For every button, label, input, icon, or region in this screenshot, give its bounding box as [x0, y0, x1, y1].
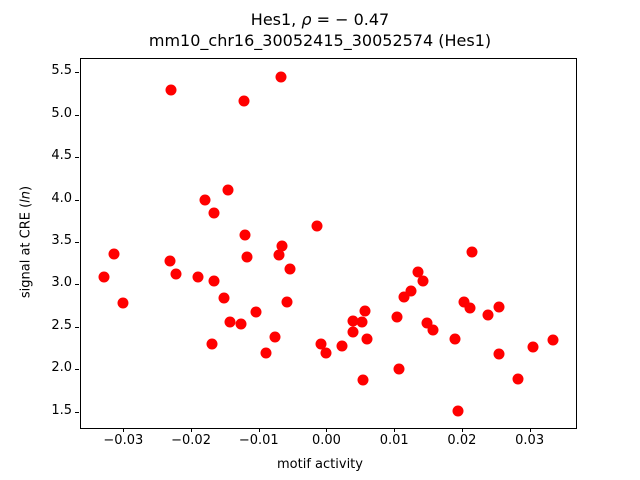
chart-title-block: Hes1, ρ = − 0.47 mm10_chr16_30052415_300… [0, 9, 640, 51]
scatter-point [347, 315, 359, 327]
scatter-point [165, 84, 177, 96]
scatter-point [222, 184, 234, 196]
scatter-point [421, 317, 433, 329]
scatter-point [192, 271, 204, 283]
scatter-point [284, 263, 296, 275]
scatter-point [398, 291, 410, 303]
rho-symbol: ρ [301, 10, 312, 29]
scatter-point [269, 331, 281, 343]
scatter-point [224, 316, 236, 328]
scatter-point [117, 297, 129, 309]
y-tick-label: 3.0 [51, 275, 72, 291]
scatter-point [276, 240, 288, 252]
y-tick-label: 5.0 [51, 105, 72, 121]
scatter-point [108, 248, 119, 260]
x-tick-mark [461, 428, 463, 432]
x-tick-label: 0.02 [447, 433, 477, 448]
x-tick-mark [529, 428, 531, 432]
y-tick-label: 4.0 [51, 190, 72, 206]
scatter-point [405, 285, 417, 297]
scatter-point [281, 296, 293, 308]
scatter-point [315, 338, 327, 350]
scatter-point [464, 302, 476, 314]
scatter-point [412, 266, 424, 278]
chart-subtitle: mm10_chr16_30052415_30052574 (Hes1) [148, 31, 492, 50]
x-tick-label: 0.01 [379, 433, 409, 448]
scatter-point [206, 338, 218, 350]
scatter-point [320, 347, 332, 358]
scatter-point [449, 333, 461, 345]
scatter-point [275, 71, 287, 83]
y-tick-mark [75, 326, 79, 328]
scatter-point [170, 268, 182, 280]
scatter-point [391, 311, 403, 323]
x-axis-label: motif activity [277, 457, 363, 472]
y-tick-mark [75, 199, 79, 201]
scatter-point [336, 340, 348, 352]
scatter-point [417, 275, 429, 287]
y-tick-label: 4.5 [51, 148, 72, 164]
scatter-point [208, 275, 220, 287]
scatter-point [512, 373, 524, 385]
plot-area [80, 58, 577, 429]
y-tick-mark [75, 242, 79, 244]
y-tick-mark [75, 72, 79, 74]
x-tick-mark [258, 428, 260, 432]
scatter-point [361, 333, 373, 345]
scatter-point [164, 255, 176, 267]
y-tick-label: 2.5 [51, 317, 72, 333]
y-tick-label: 3.5 [51, 233, 72, 249]
scatter-point [311, 220, 323, 232]
scatter-point [427, 324, 439, 336]
title-prefix: Hes1, [250, 10, 302, 29]
y-tick-mark [75, 369, 79, 371]
x-tick-label: −0.03 [103, 433, 144, 448]
scatter-point [466, 246, 478, 258]
scatter-point [260, 347, 272, 359]
y-tick-mark [75, 284, 79, 286]
x-tick-mark [191, 428, 193, 432]
scatter-point [482, 309, 494, 321]
scatter-point [359, 305, 371, 317]
scatter-point [250, 306, 262, 318]
scatter-point [527, 341, 539, 353]
scatter-point [357, 374, 369, 386]
x-tick-label: 0.03 [515, 433, 545, 448]
scatter-point [393, 363, 405, 375]
scatter-point [547, 334, 559, 346]
y-tick-mark [75, 157, 79, 159]
y-tick-label: 1.5 [51, 402, 72, 418]
y-tick-label: 5.5 [51, 63, 72, 79]
scatter-point [235, 318, 247, 330]
scatter-point [238, 95, 250, 107]
scatter-point [208, 207, 220, 219]
chart-title: Hes1, ρ = − 0.47 [0, 9, 640, 30]
scatter-point [241, 251, 253, 263]
x-tick-mark [326, 428, 328, 432]
x-tick-label: −0.02 [171, 433, 211, 448]
scatter-point [452, 405, 464, 417]
scatter-point [493, 348, 505, 360]
x-tick-mark [394, 428, 396, 432]
title-correlation-value: = − 0.47 [311, 10, 390, 29]
scatter-point [347, 326, 359, 338]
scatter-point [458, 296, 470, 308]
scatter-point [273, 249, 285, 261]
x-tick-label: 0.00 [311, 433, 341, 448]
scatter-point [98, 271, 110, 283]
scatter-point [493, 301, 505, 313]
scatter-point [199, 194, 211, 206]
y-tick-mark [75, 411, 79, 413]
x-tick-mark [123, 428, 125, 432]
y-tick-label: 2.0 [51, 360, 72, 376]
scatter-point [218, 292, 230, 304]
scatter-point [239, 229, 251, 241]
x-tick-label: −0.01 [238, 433, 279, 448]
scatter-point [356, 316, 368, 328]
y-tick-mark [75, 114, 79, 116]
